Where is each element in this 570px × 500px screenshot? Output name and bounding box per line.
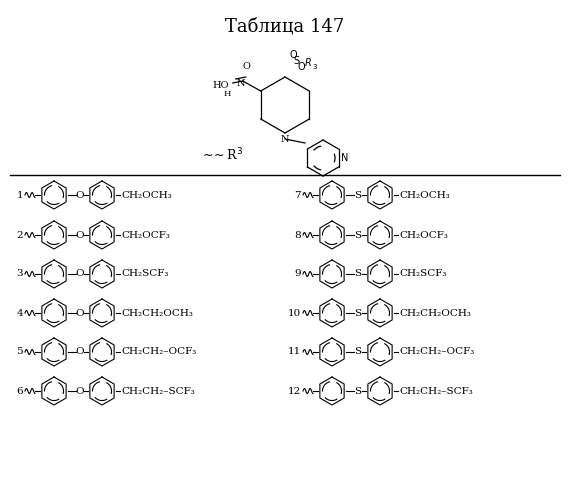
Text: N: N [237,78,245,88]
Text: 5: 5 [17,348,23,356]
Text: O: O [290,50,298,60]
Text: CH₂OCH₃: CH₂OCH₃ [121,190,172,200]
Text: 3: 3 [312,64,316,70]
Text: S: S [355,230,361,239]
Text: CH₂CH₂–OCF₃: CH₂CH₂–OCF₃ [121,348,196,356]
Text: O: O [76,190,84,200]
Text: CH₂OCH₃: CH₂OCH₃ [399,190,450,200]
Text: CH₂CH₂OCH₃: CH₂CH₂OCH₃ [121,308,193,318]
Text: 6: 6 [17,386,23,396]
Text: 7: 7 [294,190,301,200]
Text: 2: 2 [17,230,23,239]
Text: O: O [297,62,304,72]
Text: 9: 9 [294,270,301,278]
Text: 12: 12 [288,386,301,396]
Text: CH₂CH₂OCH₃: CH₂CH₂OCH₃ [399,308,471,318]
Text: 11: 11 [288,348,301,356]
Text: O: O [76,270,84,278]
Text: CH₂CH₂–SCF₃: CH₂CH₂–SCF₃ [121,386,195,396]
Text: O: O [76,308,84,318]
Text: S: S [355,386,361,396]
Text: CH₂CH₂–OCF₃: CH₂CH₂–OCF₃ [399,348,474,356]
Text: 10: 10 [288,308,301,318]
Text: N: N [281,135,289,144]
Text: N: N [341,153,348,163]
Text: CH₂OCF₃: CH₂OCF₃ [121,230,170,239]
Text: 4: 4 [17,308,23,318]
Text: Таблица 147: Таблица 147 [225,18,345,36]
Text: 8: 8 [294,230,301,239]
Text: CH₂OCF₃: CH₂OCF₃ [399,230,448,239]
Text: S: S [355,190,361,200]
Text: $\sim\!\!\sim$R$^3$: $\sim\!\!\sim$R$^3$ [200,146,243,164]
Text: O: O [243,62,251,71]
Text: CH₂SCF₃: CH₂SCF₃ [399,270,446,278]
Text: O: O [76,348,84,356]
Text: O: O [76,230,84,239]
Text: H: H [223,90,231,98]
Text: S: S [355,308,361,318]
Text: O: O [76,386,84,396]
Text: R: R [305,58,312,68]
Text: 1: 1 [17,190,23,200]
Text: CH₂SCF₃: CH₂SCF₃ [121,270,168,278]
Text: 3: 3 [17,270,23,278]
Text: CH₂CH₂–SCF₃: CH₂CH₂–SCF₃ [399,386,473,396]
Text: S: S [355,348,361,356]
Text: S: S [293,56,299,66]
Text: HO: HO [212,82,229,90]
Text: S: S [355,270,361,278]
